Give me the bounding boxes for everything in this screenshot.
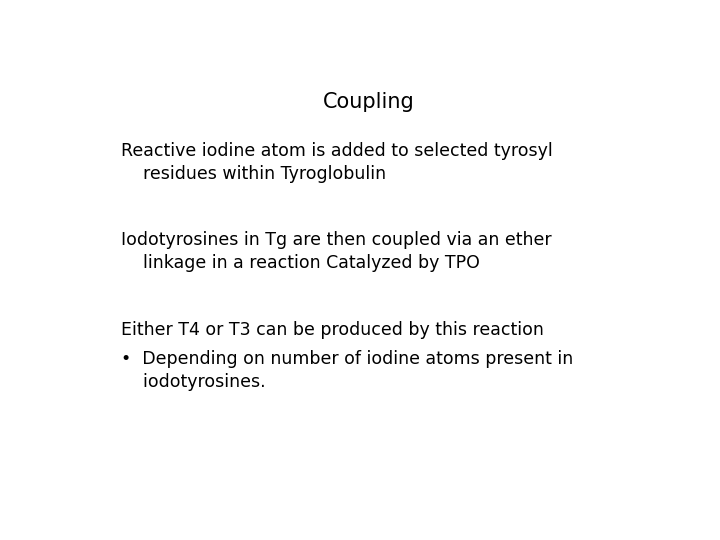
Text: Iodotyrosines in Tg are then coupled via an ether
    linkage in a reaction Cata: Iodotyrosines in Tg are then coupled via…: [121, 231, 552, 272]
Text: Coupling: Coupling: [323, 92, 415, 112]
Text: Either T4 or T3 can be produced by this reaction: Either T4 or T3 can be produced by this …: [121, 321, 544, 339]
Text: •  Depending on number of iodine atoms present in
    iodotyrosines.: • Depending on number of iodine atoms pr…: [121, 349, 573, 390]
Text: Reactive iodine atom is added to selected tyrosyl
    residues within Tyroglobul: Reactive iodine atom is added to selecte…: [121, 141, 552, 183]
